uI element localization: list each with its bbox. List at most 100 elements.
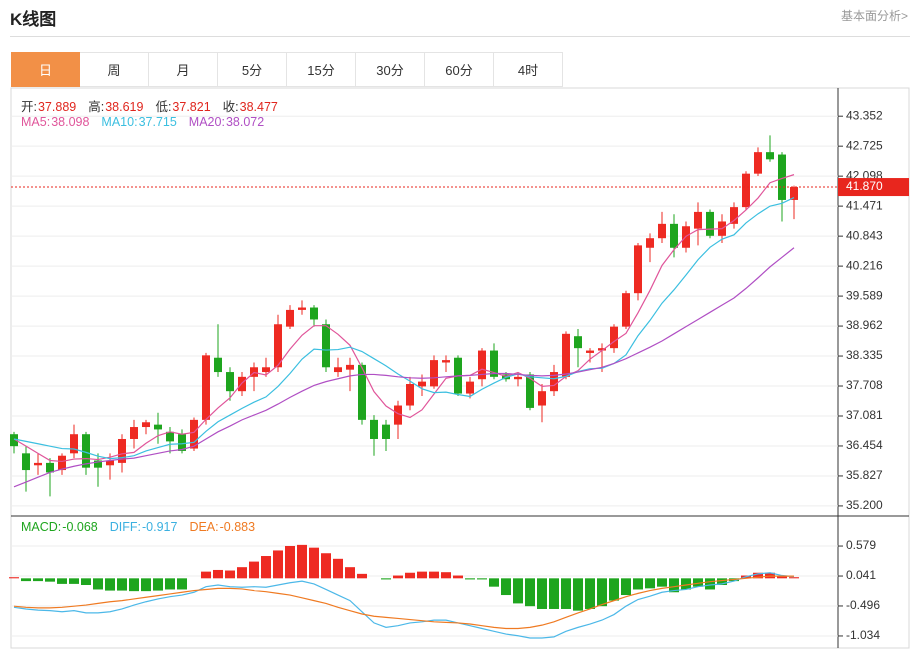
macd-bar xyxy=(105,578,115,591)
candle-body xyxy=(106,460,114,466)
info-item: DIFF:-0.917 xyxy=(110,520,178,534)
legend-name: MA5: xyxy=(21,115,51,129)
macd-bar xyxy=(297,544,307,579)
macd-bar xyxy=(573,578,583,611)
macd-bar xyxy=(417,571,427,579)
macd-bar xyxy=(321,553,331,579)
tab[interactable]: 30分 xyxy=(356,52,425,87)
chart-frame xyxy=(10,87,910,649)
candle-body xyxy=(226,372,234,392)
candle-body xyxy=(94,460,102,468)
candle-body xyxy=(742,173,750,208)
y-tick-label: -0.496 xyxy=(846,598,880,612)
macd-bar xyxy=(129,578,139,592)
candle-body xyxy=(142,422,150,428)
candle-body xyxy=(634,245,642,294)
candle-body xyxy=(58,455,66,471)
y-tick-label: 37.081 xyxy=(846,408,883,422)
candle-body xyxy=(238,376,246,392)
macd-legend: MACD:-0.068 DIFF:-0.917 DEA:-0.883 xyxy=(21,520,255,534)
macd-bar xyxy=(489,578,499,587)
candle-body xyxy=(70,434,78,454)
info-label: 开: xyxy=(21,100,37,114)
macd-bar xyxy=(705,578,715,590)
macd-bar xyxy=(681,578,691,590)
candle-body xyxy=(538,391,546,406)
macd-bar xyxy=(21,578,31,582)
macd-bar xyxy=(549,578,559,609)
candle-body xyxy=(730,207,738,224)
candle-body xyxy=(178,434,186,451)
candle-body xyxy=(514,376,522,380)
candle-body xyxy=(34,462,42,466)
macd-bar xyxy=(165,578,175,590)
tab[interactable]: 60分 xyxy=(425,52,494,87)
info-item: 开:37.889 xyxy=(21,96,76,115)
tab[interactable]: 周 xyxy=(80,52,149,87)
tab[interactable]: 5分 xyxy=(218,52,287,87)
legend-item: MA5:38.098 xyxy=(21,115,89,129)
legend-value: 38.072 xyxy=(225,115,265,129)
candle-body xyxy=(154,424,162,430)
fundamental-link[interactable]: 基本面分析> xyxy=(840,9,908,23)
macd-bar xyxy=(309,547,319,579)
macd-bar xyxy=(117,578,127,591)
macd-bar xyxy=(81,578,91,586)
candle-body xyxy=(442,360,450,363)
candle-body xyxy=(478,350,486,380)
macd-bar xyxy=(633,578,643,590)
legend-item: MA20:38.072 xyxy=(189,115,264,129)
candle-body xyxy=(322,324,330,368)
candle-body xyxy=(406,384,414,406)
ma-legend: MA5:38.098 MA10:37.715 MA20:38.072 xyxy=(21,115,264,129)
candle-body xyxy=(586,350,594,353)
candle-body xyxy=(262,367,270,373)
tab[interactable]: 15分 xyxy=(287,52,356,87)
macd-bar xyxy=(273,550,283,579)
macd-bar xyxy=(441,572,451,579)
macd-bar xyxy=(225,570,235,579)
macd-bar xyxy=(33,578,43,582)
last-price-label: 41.870 xyxy=(846,179,883,193)
candle-body xyxy=(82,434,90,468)
macd-bar xyxy=(153,578,163,591)
macd-bar xyxy=(609,578,619,601)
candle-body xyxy=(658,223,666,239)
candle-body xyxy=(706,211,714,236)
macd-bar xyxy=(69,578,79,584)
divider xyxy=(10,36,910,37)
macd-bar xyxy=(201,571,211,579)
y-tick-label: 41.471 xyxy=(846,198,883,212)
info-label: MACD: xyxy=(21,520,62,534)
macd-bar xyxy=(537,578,547,609)
info-item: DEA:-0.883 xyxy=(189,520,255,534)
tab-bar: 日周月 5分 15分 30分 60分 4时 xyxy=(11,52,563,87)
candle-body xyxy=(394,405,402,425)
candle-body xyxy=(286,309,294,327)
tab[interactable]: 日 xyxy=(11,52,80,87)
candle-body xyxy=(670,223,678,248)
y-tick-label: 40.216 xyxy=(846,258,883,272)
candle-body xyxy=(274,324,282,368)
ohlc-info: 开:37.889 高:38.619 低:37.821 收:38.477 xyxy=(21,96,278,115)
macd-bar xyxy=(141,578,151,592)
macd-bar xyxy=(249,561,259,579)
candle-body xyxy=(166,431,174,442)
candle-body xyxy=(598,348,606,351)
y-tick-label: 35.200 xyxy=(846,498,883,512)
tab[interactable]: 4时 xyxy=(494,52,563,87)
info-item: 高:38.619 xyxy=(88,96,143,115)
candle-body xyxy=(778,154,786,200)
tab[interactable]: 月 xyxy=(149,52,218,87)
page-title: K线图 xyxy=(10,10,57,29)
candle-body xyxy=(358,364,366,420)
candle-body xyxy=(334,367,342,373)
candle-body xyxy=(46,462,54,473)
info-value: 38.477 xyxy=(239,100,278,114)
legend-value: 37.715 xyxy=(138,115,177,129)
info-label: 高: xyxy=(88,100,105,114)
candle-body xyxy=(490,350,498,377)
macd-bar xyxy=(45,578,55,582)
